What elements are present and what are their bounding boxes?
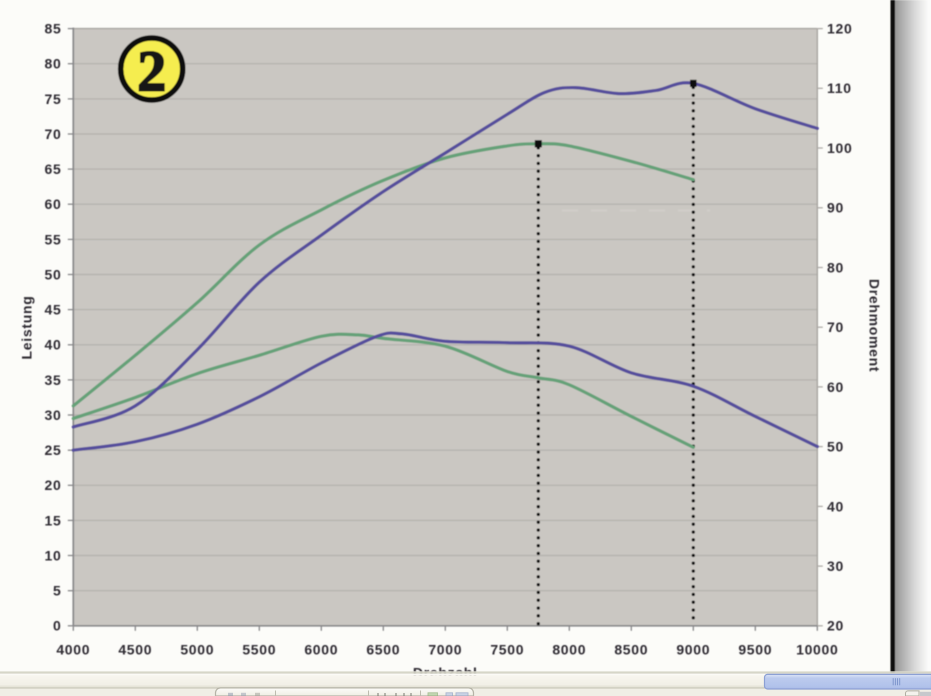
svg-text:5: 5 xyxy=(53,583,62,599)
svg-text:5500: 5500 xyxy=(242,642,276,658)
svg-text:60: 60 xyxy=(827,379,844,395)
svg-text:30: 30 xyxy=(827,558,844,574)
svg-text:20: 20 xyxy=(827,618,844,634)
svg-text:50: 50 xyxy=(45,266,62,282)
svg-text:40: 40 xyxy=(45,337,62,353)
svg-text:15: 15 xyxy=(45,512,62,528)
svg-text:20: 20 xyxy=(45,477,62,493)
svg-text:40: 40 xyxy=(827,498,844,514)
svg-text:8500: 8500 xyxy=(614,642,648,658)
svg-text:55: 55 xyxy=(45,231,62,247)
svg-text:6500: 6500 xyxy=(366,642,400,658)
svg-text:4500: 4500 xyxy=(118,642,152,658)
svg-text:65: 65 xyxy=(45,161,62,177)
svg-text:70: 70 xyxy=(45,126,62,142)
svg-text:Leistung: Leistung xyxy=(19,296,35,360)
svg-text:80: 80 xyxy=(45,56,62,72)
svg-text:Drehmoment: Drehmoment xyxy=(867,279,883,372)
svg-text:35: 35 xyxy=(45,372,62,388)
svg-text:9000: 9000 xyxy=(676,642,710,658)
svg-text:120: 120 xyxy=(827,21,852,37)
svg-text:7000: 7000 xyxy=(428,642,462,658)
svg-text:10: 10 xyxy=(45,547,62,563)
svg-text:50: 50 xyxy=(827,439,844,455)
svg-text:45: 45 xyxy=(45,302,62,318)
svg-text:25: 25 xyxy=(45,442,62,458)
svg-text:30: 30 xyxy=(45,407,62,423)
svg-text:0: 0 xyxy=(53,618,62,634)
svg-text:70: 70 xyxy=(827,319,844,335)
svg-text:75: 75 xyxy=(45,91,62,107)
svg-text:100: 100 xyxy=(827,140,852,156)
svg-text:2: 2 xyxy=(137,39,166,104)
svg-text:5000: 5000 xyxy=(180,642,214,658)
svg-text:10000: 10000 xyxy=(796,642,838,658)
svg-text:8000: 8000 xyxy=(552,642,586,658)
svg-text:7500: 7500 xyxy=(490,642,524,658)
svg-text:90: 90 xyxy=(827,200,844,216)
svg-text:6000: 6000 xyxy=(304,642,338,658)
svg-text:60: 60 xyxy=(45,196,62,212)
svg-text:85: 85 xyxy=(45,21,62,37)
svg-text:4000: 4000 xyxy=(56,642,90,658)
svg-text:80: 80 xyxy=(827,259,844,275)
svg-text:9500: 9500 xyxy=(738,642,772,658)
svg-text:110: 110 xyxy=(827,80,852,96)
